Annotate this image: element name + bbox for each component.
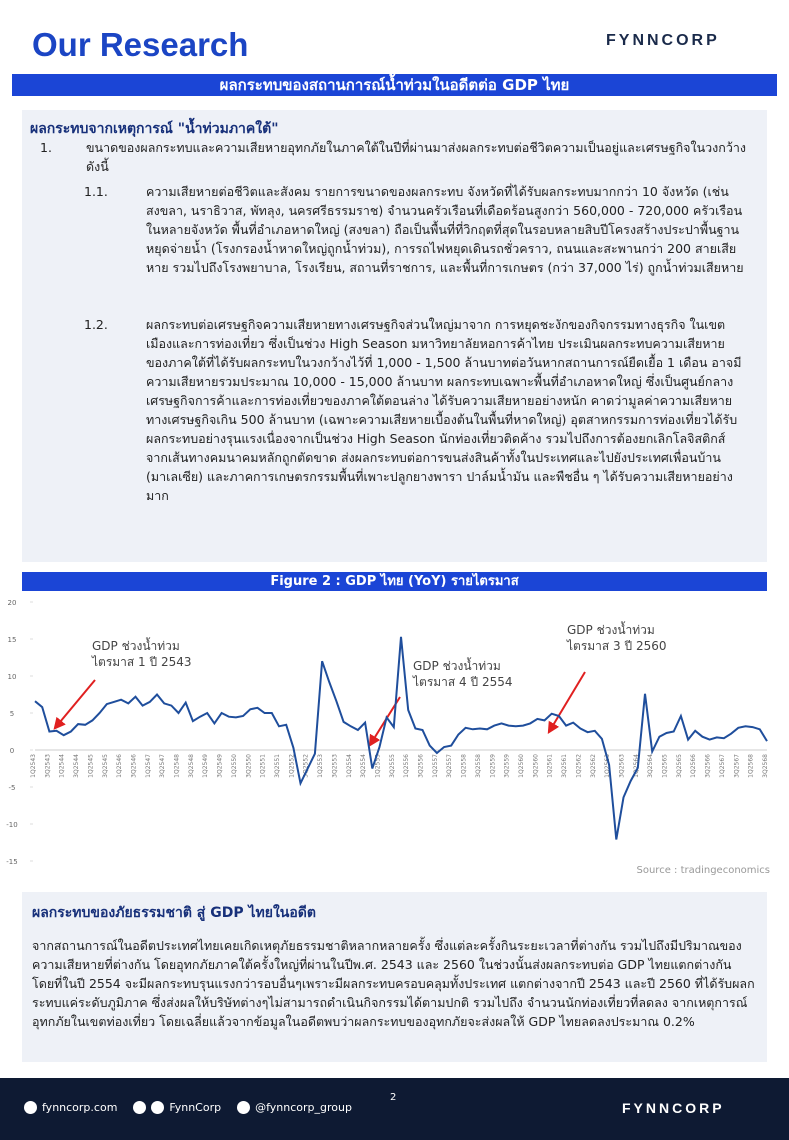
x-tick-label: 1Q2547 [145, 754, 152, 778]
section-heading: ผลกระทบของภัยธรรมชาติ สู่ GDP ไทยในอดีต [32, 905, 316, 921]
x-tick-label: 1Q2567 [719, 754, 726, 778]
x-tick-label: 3Q2566 [705, 754, 712, 778]
page-title: Our Research [32, 26, 249, 63]
section-heading: ผลกระทบจากเหตุการณ์ "น้ำท่วมภาคใต้" [30, 121, 279, 137]
x-tick-label: 1Q2551 [260, 754, 267, 778]
y-tick-label: 10 [8, 673, 17, 681]
x-tick-label: 1Q2543 [30, 754, 37, 778]
x-tick-label: 3Q2563 [618, 754, 625, 778]
x-tick-label: 3Q2543 [44, 754, 51, 778]
annotation: GDP ช่วงน้ำท่วม [92, 637, 180, 653]
x-tick-label: 3Q2568 [762, 754, 769, 778]
x-tick-label: 3Q2562 [590, 754, 597, 778]
list-item: 1. ขนาดของผลกระทบและความเสียหายอุทกภัยใน… [40, 138, 750, 176]
facebook[interactable]: FynnCorp [133, 1101, 221, 1114]
item-number: 1.2. [84, 317, 108, 332]
footer: fynncorp.com FynnCorp @fynncorp_group 2 … [0, 1078, 789, 1140]
section-banner: ผลกระทบของสถานการณ์น้ำท่วมในอดีตต่อ GDP … [12, 74, 777, 96]
y-tick-label: 20 [8, 599, 17, 607]
figure-title: Figure 2 : GDP ไทย (YoY) รายไตรมาส [22, 572, 767, 591]
x-tick-label: 3Q2550 [245, 754, 252, 778]
y-tick-label: 5 [10, 710, 14, 718]
x-tick-label: 3Q2560 [532, 754, 539, 778]
x-tick-label: 1Q2556 [403, 754, 410, 778]
item-text: ผลกระทบต่อเศรษฐกิจความเสียหายทางเศรษฐกิจ… [146, 317, 742, 503]
x-tick-label: 3Q2567 [733, 754, 740, 778]
x-tick-label: 1Q2544 [59, 754, 66, 778]
y-tick-label: 15 [8, 636, 17, 644]
line[interactable]: @fynncorp_group [237, 1101, 352, 1114]
x-tick-label: 1Q2557 [432, 754, 439, 778]
x-tick-label: 3Q2561 [561, 754, 568, 778]
section-box: ผลกระทบของภัยธรรมชาติ สู่ GDP ไทยในอดีต … [22, 892, 767, 1062]
x-tick-label: 3Q2554 [360, 754, 367, 778]
x-tick-label: 3Q2557 [446, 754, 453, 778]
sub-item: 1.1. ความเสียหายต่อชีวิตและสังคม รายการข… [84, 182, 744, 277]
x-tick-label: 1Q2568 [748, 754, 755, 778]
x-tick-label: 3Q2558 [475, 754, 482, 778]
section-body: จากสถานการณ์ในอดีตประเทศไทยเคยเกิดเหตุภั… [32, 938, 755, 1029]
x-tick-label: 3Q2548 [188, 754, 195, 778]
x-tick-label: 1Q2562 [575, 754, 582, 778]
chart: Source : tradingeconomics -15 -10 -5 0 5 10 15… [6, 599, 771, 876]
annotation: ไตรมาส 3 ปี 2560 [566, 639, 666, 653]
x-tick-label: 3Q2547 [159, 754, 166, 778]
page-number: 2 [390, 1092, 397, 1103]
x-tick-label: 1Q2546 [116, 754, 123, 778]
x-tick-label: 3Q2565 [676, 754, 683, 778]
y-tick-label: -5 [9, 784, 16, 792]
website[interactable]: fynncorp.com [24, 1101, 117, 1114]
x-tick-label: 3Q2564 [647, 754, 654, 778]
x-tick-label: 1Q2560 [518, 754, 525, 778]
x-tick-label: 1Q2561 [547, 754, 554, 778]
x-tick-label: 3Q2553 [331, 754, 338, 778]
annotation: GDP ช่วงน้ำท่วม [567, 621, 655, 637]
website-text: fynncorp.com [42, 1101, 118, 1114]
arrow [53, 679, 96, 730]
item-text: ความเสียหายต่อชีวิตและสังคม รายการขนาดขอ… [146, 184, 744, 275]
x-tick-label: 1Q2566 [690, 754, 697, 778]
annotation: ไตรมาส 1 ปี 2543 [91, 655, 191, 669]
x-tick-label: 1Q2564 [633, 754, 640, 778]
x-tick-label: 3Q2549 [217, 754, 224, 778]
x-tick-label: 1Q2555 [374, 754, 381, 778]
arrow [547, 671, 586, 735]
sub-item: 1.2. ผลกระทบต่อเศรษฐกิจความเสียหายทางเศร… [84, 315, 744, 505]
data-line [34, 636, 768, 840]
logo: FYNNCORP [606, 32, 720, 49]
y-tick-label: -10 [6, 821, 17, 829]
annotation: ไตรมาส 4 ปี 2554 [412, 675, 512, 689]
item-text: ขนาดของผลกระทบและความเสียหายอุทกภัยในภาค… [86, 140, 746, 174]
x-tick-label: 1Q2559 [489, 754, 496, 778]
annotation: GDP ช่วงน้ำท่วม [413, 657, 501, 673]
x-tick-label: 1Q2554 [346, 754, 353, 778]
facebook-text: FynnCorp [169, 1101, 222, 1114]
x-tick-label: 1Q2545 [87, 754, 94, 778]
x-tick-label: 1Q2548 [174, 754, 181, 778]
line-text: @fynncorp_group [255, 1101, 352, 1114]
x-tick-label: 1Q2565 [662, 754, 669, 778]
logo: FYNNCORP [622, 1100, 725, 1116]
x-tick-label: 3Q2544 [73, 754, 80, 778]
x-tick-label: 3Q2546 [130, 754, 137, 778]
x-tick-label: 1Q2552 [288, 754, 295, 778]
x-tick-label: 1Q2549 [202, 754, 209, 778]
x-tick-label: 1Q2558 [461, 754, 468, 778]
x-tick-label: 3Q2559 [504, 754, 511, 778]
x-tick-label: 3Q2555 [389, 754, 396, 778]
x-tick-label: 3Q2545 [102, 754, 109, 778]
x-tick-label: 1Q2563 [604, 754, 611, 778]
source: Source : tradingeconomics [637, 865, 771, 876]
y-tick-label: -15 [6, 858, 17, 866]
y-tick-label: 0 [10, 747, 14, 755]
item-number: 1. [40, 140, 52, 155]
x-tick-label: 3Q2556 [418, 754, 425, 778]
x-tick-label: 3Q2551 [274, 754, 281, 778]
section-box: ผลกระทบจากเหตุการณ์ "น้ำท่วมภาคใต้" 1. ข… [22, 110, 767, 562]
x-tick-label: 1Q2553 [317, 754, 324, 778]
item-number: 1.1. [84, 184, 108, 199]
x-tick-label: 3Q2552 [303, 754, 310, 778]
x-tick-label: 1Q2550 [231, 754, 238, 778]
